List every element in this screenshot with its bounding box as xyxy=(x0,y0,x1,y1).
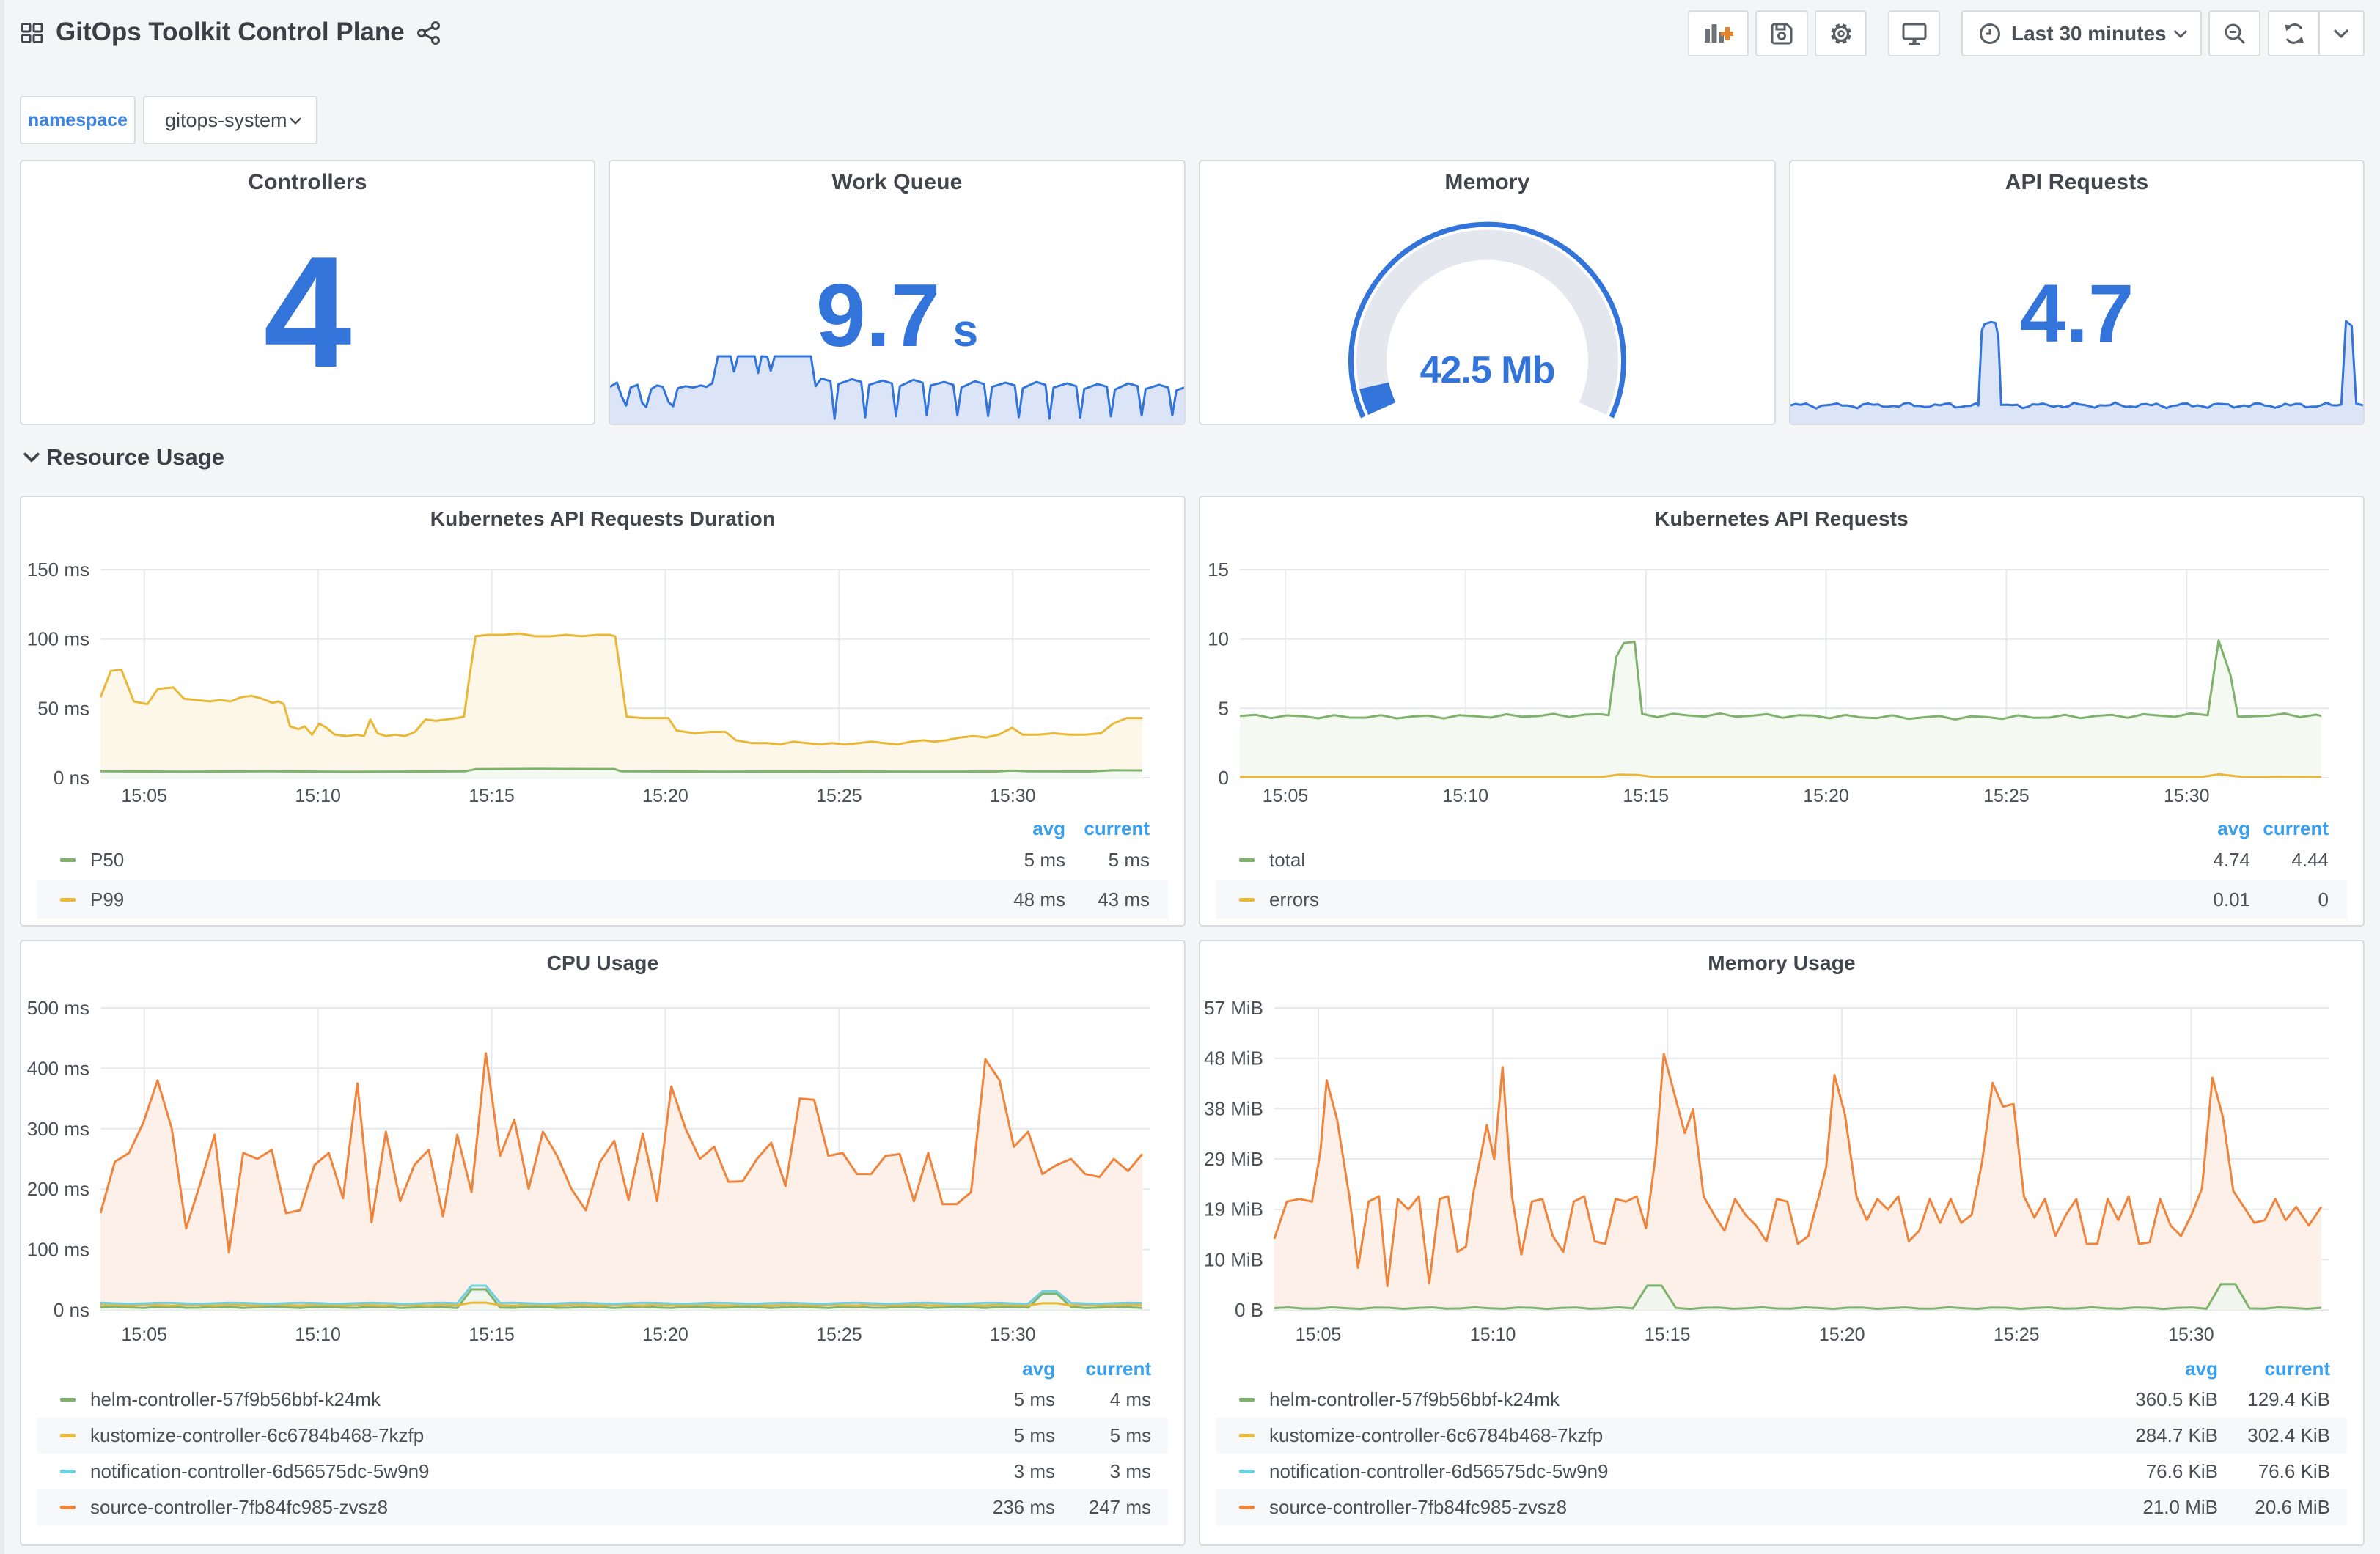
svg-text:15:25: 15:25 xyxy=(1994,1325,2040,1345)
svg-text:15:20: 15:20 xyxy=(1803,786,1849,806)
svg-text:150 ms: 150 ms xyxy=(27,559,89,581)
svg-text:15:25: 15:25 xyxy=(1983,786,2030,806)
svg-text:15:30: 15:30 xyxy=(990,1325,1036,1345)
svg-text:15:05: 15:05 xyxy=(1296,1325,1342,1345)
svg-text:15:10: 15:10 xyxy=(1470,1325,1516,1345)
svg-text:15:15: 15:15 xyxy=(1623,786,1669,806)
svg-text:15:05: 15:05 xyxy=(121,786,167,806)
svg-text:29 MiB: 29 MiB xyxy=(1204,1148,1263,1170)
svg-text:50 ms: 50 ms xyxy=(37,697,89,719)
svg-text:15:10: 15:10 xyxy=(295,1325,341,1345)
svg-text:15:10: 15:10 xyxy=(1443,786,1489,806)
svg-text:38 MiB: 38 MiB xyxy=(1204,1097,1263,1119)
svg-text:15:25: 15:25 xyxy=(816,786,862,806)
svg-text:15:20: 15:20 xyxy=(642,786,688,806)
svg-text:300 ms: 300 ms xyxy=(27,1118,89,1140)
svg-text:15:05: 15:05 xyxy=(1263,786,1309,806)
svg-text:15:20: 15:20 xyxy=(642,1325,688,1345)
svg-text:400 ms: 400 ms xyxy=(27,1057,89,1079)
svg-text:10: 10 xyxy=(1208,628,1229,650)
svg-text:15:15: 15:15 xyxy=(469,1325,515,1345)
svg-text:15:10: 15:10 xyxy=(295,786,341,806)
svg-text:10 MiB: 10 MiB xyxy=(1204,1248,1263,1270)
svg-text:0: 0 xyxy=(1219,767,1229,789)
svg-text:0 ns: 0 ns xyxy=(54,1299,89,1321)
svg-text:15:30: 15:30 xyxy=(2164,786,2210,806)
svg-text:19 MiB: 19 MiB xyxy=(1204,1198,1263,1220)
svg-text:15:30: 15:30 xyxy=(990,786,1036,806)
svg-text:57 MiB: 57 MiB xyxy=(1204,997,1263,1019)
svg-text:200 ms: 200 ms xyxy=(27,1178,89,1200)
svg-text:15:30: 15:30 xyxy=(2168,1325,2214,1345)
svg-text:15:25: 15:25 xyxy=(816,1325,862,1345)
svg-text:500 ms: 500 ms xyxy=(27,997,89,1019)
svg-text:0 B: 0 B xyxy=(1235,1299,1263,1321)
svg-text:15:15: 15:15 xyxy=(469,786,515,806)
svg-text:100 ms: 100 ms xyxy=(27,628,89,650)
svg-text:15:15: 15:15 xyxy=(1645,1325,1691,1345)
svg-text:15: 15 xyxy=(1208,559,1229,581)
svg-text:100 ms: 100 ms xyxy=(27,1239,89,1261)
svg-text:5: 5 xyxy=(1219,697,1229,719)
svg-text:15:20: 15:20 xyxy=(1819,1325,1865,1345)
svg-text:0 ns: 0 ns xyxy=(54,767,89,789)
svg-text:15:05: 15:05 xyxy=(121,1325,167,1345)
svg-text:48 MiB: 48 MiB xyxy=(1204,1047,1263,1069)
